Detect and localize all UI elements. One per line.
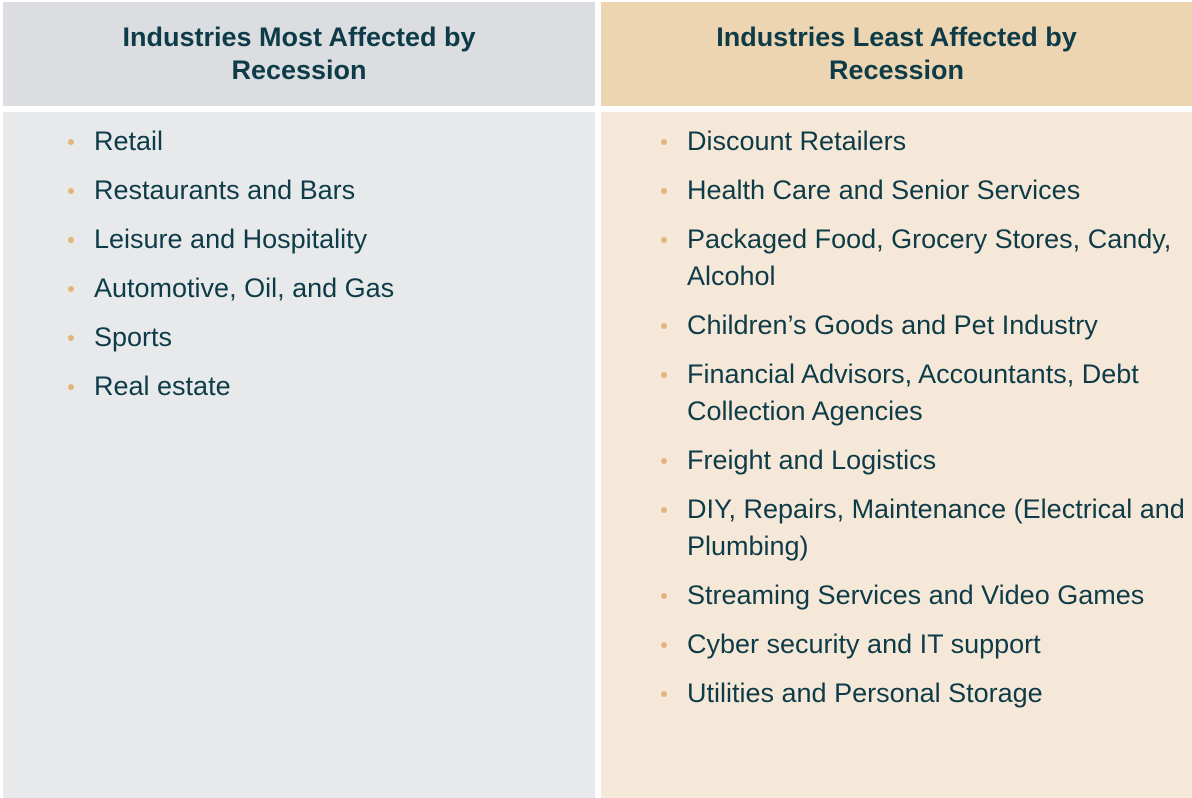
list-item: Cyber security and IT support [661,626,1187,663]
list-item: Sports [68,319,574,356]
most-affected-header: Industries Most Affected by Recession [3,2,595,106]
list-item: Packaged Food, Grocery Stores, Candy, Al… [661,221,1187,295]
list-item: Automotive, Oil, and Gas [68,270,574,307]
list-item: Streaming Services and Video Games [661,577,1187,614]
list-item: DIY, Repairs, Maintenance (Electrical an… [661,491,1187,565]
list-item: Freight and Logistics [661,442,1187,479]
list-item: Real estate [68,368,574,405]
most-affected-column: Retail Restaurants and Bars Leisure and Ho… [3,112,595,798]
list-item: Health Care and Senior Services [661,172,1187,209]
most-affected-list: Retail Restaurants and Bars Leisure and Ho… [68,123,574,417]
least-affected-title: Industries Least Affected by Recession [716,22,1077,85]
list-item: Children’s Goods and Pet Industry [661,307,1187,344]
most-affected-title: Industries Most Affected by Recession [122,22,476,85]
list-item: Utilities and Personal Storage [661,675,1187,712]
list-item: Retail [68,123,574,160]
least-affected-header: Industries Least Affected by Recession [601,2,1192,106]
list-item: Restaurants and Bars [68,172,574,209]
least-affected-list: Discount Retailers Health Care and Senior… [661,123,1187,724]
least-affected-column: Discount Retailers Health Care and Senior… [601,112,1192,798]
list-item: Leisure and Hospitality [68,221,574,258]
list-item: Financial Advisors, Accountants, Debt Co… [661,356,1187,430]
list-item: Discount Retailers [661,123,1187,160]
